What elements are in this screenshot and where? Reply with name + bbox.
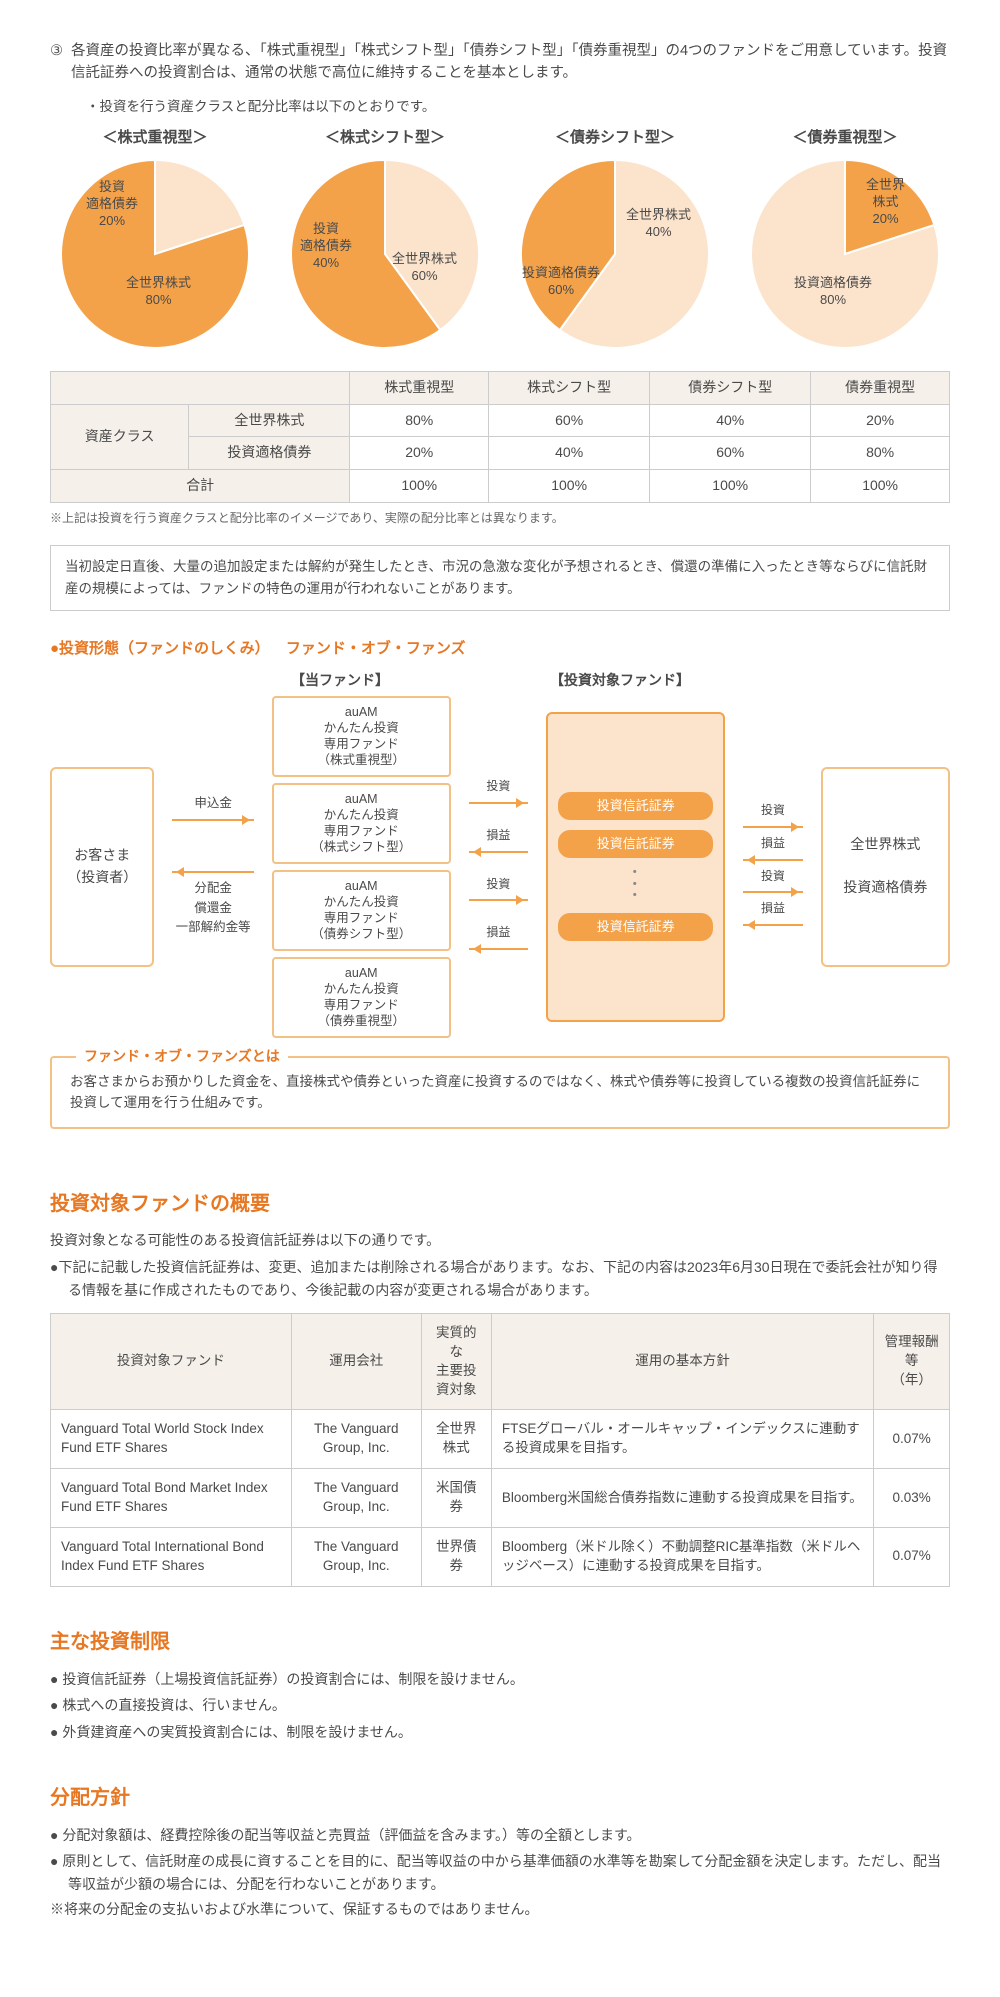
- fof-right-arrows: 投資損益投資損益: [743, 801, 803, 931]
- restrict-item: ● 外貨建資産への実質投資割合には、制限を設けません。: [50, 1721, 950, 1743]
- target-heading: 投資対象ファンドの概要: [50, 1189, 950, 1220]
- pie-item: ＜債券シフト型＞ 投資適格債券60%全世界株式40%: [510, 126, 720, 349]
- arrow-label-apply: 申込金: [172, 794, 253, 813]
- fof-fund-item: auAMかんたん投資専用ファンド（株式重視型）: [272, 696, 451, 777]
- pie-item: ＜債券重視型＞ 全世界株式20%投資適格債券80%: [740, 126, 950, 349]
- fof-fund-item: auAMかんたん投資専用ファンド（株式シフト型）: [272, 783, 451, 864]
- restrict-items: ● 投資信託証券（上場投資信託証券）の投資割合には、制限を設けません。 ● 株式へ…: [50, 1668, 950, 1743]
- fof-heading-text: ●投資形態（ファンドのしくみ）: [50, 640, 270, 657]
- fof-fund-item: auAMかんたん投資専用ファンド（債券シフト型）: [272, 870, 451, 951]
- pie-chart-row: ＜株式重視型＞ 投資適格債券20%全世界株式80% ＜株式シフト型＞ 投資適格債…: [50, 126, 950, 349]
- fof-fund-item: auAMかんたん投資専用ファンド（債券重視型）: [272, 957, 451, 1038]
- allocation-table: 株式重視型株式シフト型債券シフト型債券重視型資産クラス全世界株式80%60%40…: [50, 371, 950, 503]
- arrow-label-dist: 分配金償還金一部解約金等: [172, 879, 253, 937]
- fof-chip: 投資信託証券: [558, 913, 713, 941]
- fof-explain-body: お客さまからお預かりした資金を、直接株式や債券といった資産に投資するのではなく、…: [70, 1072, 930, 1114]
- table-note: ※上記は投資を行う資産クラスと配分比率のイメージであり、実際の配分比率とは異なり…: [50, 509, 950, 528]
- target-table: 投資対象ファンド運用会社実質的な主要投資対象運用の基本方針管理報酬等（年）Van…: [50, 1313, 950, 1587]
- dist-item: ● 分配対象額は、経費控除後の配当等収益と売買益（評価益を含みます。）等の全額と…: [50, 1824, 950, 1846]
- target-intro: 投資対象となる可能性のある投資信託証券は以下の通りです。: [50, 1230, 950, 1252]
- notice-box: 当初設定日直後、大量の追加設定または解約が発生したとき、市況の急激な変化が予想さ…: [50, 545, 950, 610]
- fof-target-box: 投資信託証券投資信託証券・・・投資信託証券: [546, 712, 725, 1022]
- pie-title: ＜債券シフト型＞: [510, 126, 720, 149]
- fof-explain-title: ファンド・オブ・ファンズとは: [76, 1046, 288, 1068]
- intro-sub: ・投資を行う資産クラスと配分比率は以下のとおりです。: [86, 97, 950, 118]
- intro-number: ③: [50, 40, 63, 85]
- fof-funds-column: auAMかんたん投資専用ファンド（株式重視型）auAMかんたん投資専用ファンド（…: [272, 696, 451, 1038]
- fof-label-this: 【当ファンド】: [250, 670, 430, 692]
- fof-customer-box: お客さま（投資者）: [50, 767, 154, 967]
- intro-text: 各資産の投資比率が異なる、「株式重視型」「株式シフト型」「債券シフト型」「債券重…: [71, 40, 950, 85]
- fof-explain-box: ファンド・オブ・ファンズとは お客さまからお預かりした資金を、直接株式や債券とい…: [50, 1056, 950, 1130]
- pie-item: ＜株式シフト型＞ 投資適格債券40%全世界株式60%: [280, 126, 490, 349]
- pie-title: ＜株式シフト型＞: [280, 126, 490, 149]
- fof-diagram: 【当ファンド】 【投資対象ファンド】 お客さま（投資者） 申込金 分配金償還金一…: [50, 670, 950, 1038]
- fof-chip: 投資信託証券: [558, 792, 713, 820]
- restrict-heading: 主な投資制限: [50, 1627, 950, 1658]
- dist-note: ※将来の分配金の支払いおよび水準について、保証するものではありません。: [50, 1899, 950, 1921]
- fof-middle-arrows: 投資損益投資損益: [469, 769, 529, 963]
- pie-item: ＜株式重視型＞ 投資適格債券20%全世界株式80%: [50, 126, 260, 349]
- restrict-item: ● 株式への直接投資は、行いません。: [50, 1694, 950, 1716]
- dist-items: ● 分配対象額は、経費控除後の配当等収益と売買益（評価益を含みます。）等の全額と…: [50, 1824, 950, 1895]
- fof-assets-box: 全世界株式投資適格債券: [821, 767, 950, 967]
- pie-title: ＜債券重視型＞: [740, 126, 950, 149]
- restrict-item: ● 投資信託証券（上場投資信託証券）の投資割合には、制限を設けません。: [50, 1668, 950, 1690]
- pie-title: ＜株式重視型＞: [50, 126, 260, 149]
- fof-left-arrows: 申込金 分配金償還金一部解約金等: [172, 794, 253, 940]
- intro-block: ③ 各資産の投資比率が異なる、「株式重視型」「株式シフト型」「債券シフト型」「債…: [50, 40, 950, 85]
- target-bullet: ●下記に記載した投資信託証券は、変更、追加または削除される場合があります。なお、…: [50, 1256, 950, 1301]
- fof-label-target: 【投資対象ファンド】: [530, 670, 710, 692]
- dist-item: ● 原則として、信託財産の成長に資することを目的に、配当等収益の中から基準価額の…: [50, 1850, 950, 1895]
- fof-heading-sub: ファンド・オブ・ファンズ: [286, 640, 466, 657]
- fof-heading: ●投資形態（ファンドのしくみ） ファンド・オブ・ファンズ: [50, 637, 950, 660]
- fof-chip: 投資信託証券: [558, 830, 713, 858]
- dist-heading: 分配方針: [50, 1783, 950, 1814]
